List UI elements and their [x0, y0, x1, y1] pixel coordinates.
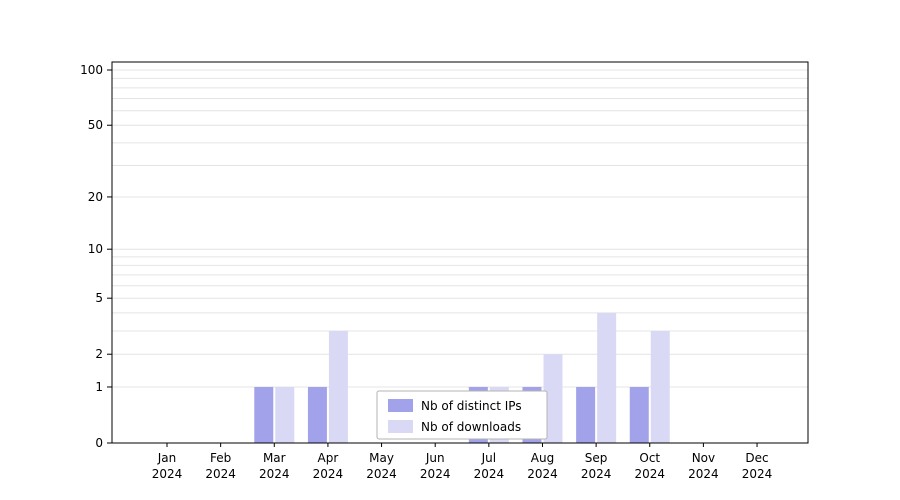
x-tick-year: 2024 [366, 467, 397, 481]
x-tick-year: 2024 [205, 467, 236, 481]
x-tick-label: Aug 2024 [527, 451, 558, 481]
legend: Nb of distinct IPs Nb of downloads [376, 390, 548, 440]
x-tick-month: Apr [318, 451, 339, 465]
x-tick-year: 2024 [634, 467, 665, 481]
x-tick-month: Mar [263, 451, 286, 465]
x-tick-year: 2024 [581, 467, 612, 481]
legend-label-downloads: Nb of downloads [421, 420, 521, 434]
x-tick-month: Jul [481, 451, 496, 465]
x-tick-label: May 2024 [366, 451, 397, 481]
plot-border [111, 61, 809, 444]
bar-ips-sep [576, 386, 596, 443]
bar-downloads-aug [543, 354, 563, 443]
bar-downloads-apr [328, 330, 348, 443]
bar-downloads-mar [275, 386, 295, 443]
x-tick-label: Apr 2024 [313, 451, 344, 481]
x-tick-label: Jun 2024 [420, 451, 451, 481]
x-tick-label: Nov 2024 [688, 451, 719, 481]
x-tick-label: Jul 2024 [474, 451, 505, 481]
bar-downloads-oct [650, 330, 670, 443]
bar-ips-oct [629, 386, 649, 443]
legend-label-ips: Nb of distinct IPs [421, 399, 522, 413]
bar-ips-apr [307, 386, 327, 443]
y-tick-label: 2 [95, 347, 103, 361]
bar-downloads-sep [597, 312, 617, 443]
x-tick-label: Jan 2024 [152, 451, 183, 481]
y-tick-label: 5 [95, 291, 103, 305]
x-tick-month: Jan [157, 451, 177, 465]
x-tick-month: Jun [425, 451, 445, 465]
x-tick-month: Oct [639, 451, 660, 465]
y-tick-label: 20 [88, 190, 103, 204]
x-tick-year: 2024 [527, 467, 558, 481]
x-tick-year: 2024 [152, 467, 183, 481]
legend-swatch-ips [388, 399, 413, 412]
x-tick-year: 2024 [742, 467, 773, 481]
x-tick-label: Dec 2024 [742, 451, 773, 481]
x-tick-year: 2024 [420, 467, 451, 481]
bar-ips-mar [254, 386, 274, 443]
x-tick-label: Mar 2024 [259, 451, 290, 481]
x-tick-year: 2024 [688, 467, 719, 481]
x-tick-month: May [369, 451, 394, 465]
y-tick-label: 10 [88, 242, 103, 256]
legend-swatch-downloads [388, 420, 413, 433]
x-tick-label: Feb 2024 [205, 451, 236, 481]
y-tick-label: 100 [80, 63, 103, 77]
y-tick-label: 50 [88, 118, 103, 132]
y-tick-label: 1 [95, 380, 103, 394]
x-tick-label: Oct 2024 [634, 451, 665, 481]
x-tick-month: Feb [210, 451, 231, 465]
x-tick-month: Nov [692, 451, 715, 465]
x-tick-year: 2024 [474, 467, 505, 481]
legend-box [376, 390, 548, 440]
x-tick-label: Sep 2024 [581, 451, 612, 481]
x-tick-month: Sep [585, 451, 608, 465]
x-tick-month: Aug [531, 451, 554, 465]
y-tick-label: 0 [95, 436, 103, 450]
x-tick-month: Dec [745, 451, 768, 465]
x-tick-year: 2024 [313, 467, 344, 481]
x-tick-year: 2024 [259, 467, 290, 481]
